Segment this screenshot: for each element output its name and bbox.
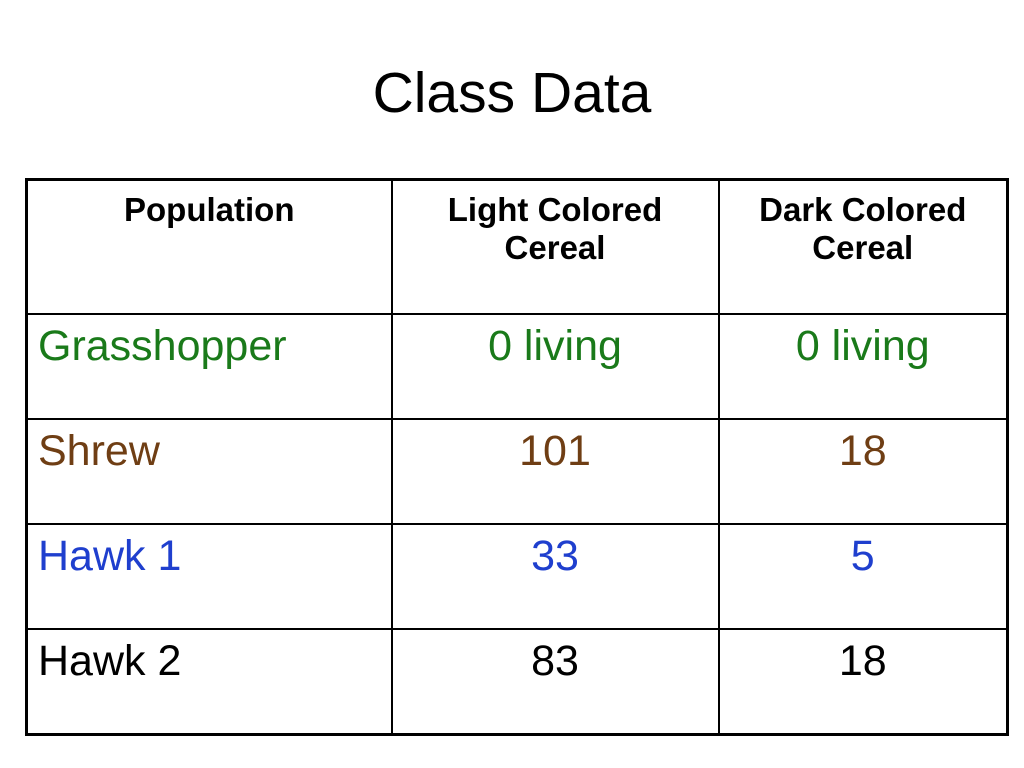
- header-light-colored-cereal: Light Colored Cereal: [390, 178, 720, 315]
- header-dark-colored-cereal: Dark Colored Cereal: [717, 178, 1009, 315]
- cell-population: Grasshopper: [25, 313, 393, 420]
- table-row: Hawk 2 83 18: [25, 628, 1009, 736]
- page-title: Class Data: [372, 61, 652, 125]
- cell-population: Shrew: [25, 418, 393, 525]
- cell-dark: 5: [717, 523, 1009, 630]
- cell-dark: 18: [717, 628, 1009, 736]
- table-header-row: Population Light Colored Cereal Dark Col…: [25, 178, 1009, 315]
- cell-light: 101: [390, 418, 720, 525]
- cell-light: 0 living: [390, 313, 720, 420]
- table-body: Grasshopper 0 living 0 living Shrew 101 18 Haw…: [25, 313, 1009, 736]
- table-row: Shrew 101 18: [25, 418, 1009, 525]
- class-data-table: Population Light Colored Cereal Dark Col…: [25, 178, 1009, 736]
- cell-population: Hawk 2: [25, 628, 393, 736]
- header-population: Population: [25, 178, 393, 315]
- cell-light: 83: [390, 628, 720, 736]
- cell-population: Hawk 1: [25, 523, 393, 630]
- cell-dark: 0 living: [717, 313, 1009, 420]
- cell-light: 33: [390, 523, 720, 630]
- table-row: Hawk 1 33 5: [25, 523, 1009, 630]
- table-row: Grasshopper 0 living 0 living: [25, 313, 1009, 420]
- cell-dark: 18: [717, 418, 1009, 525]
